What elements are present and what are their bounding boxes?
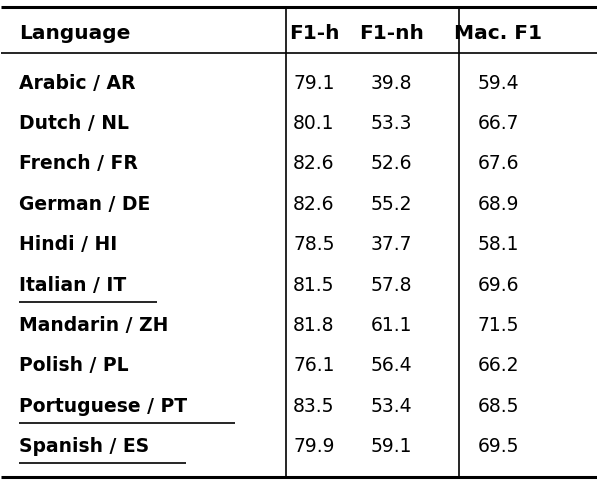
Text: Dutch / NL: Dutch / NL [19,114,129,133]
Text: 53.4: 53.4 [370,397,412,416]
Text: 80.1: 80.1 [293,114,335,133]
Text: 68.5: 68.5 [478,397,519,416]
Text: 59.1: 59.1 [371,437,412,456]
Text: 55.2: 55.2 [371,195,412,214]
Text: 78.5: 78.5 [293,235,335,254]
Text: F1-h: F1-h [289,24,339,43]
Text: Language: Language [19,24,130,43]
Text: 69.5: 69.5 [478,437,519,456]
Text: Portuguese / PT: Portuguese / PT [19,397,187,416]
Text: 82.6: 82.6 [293,195,335,214]
Text: Mandarin / ZH: Mandarin / ZH [19,316,169,335]
Text: 76.1: 76.1 [293,356,335,375]
Text: 61.1: 61.1 [371,316,412,335]
Text: Italian / IT: Italian / IT [19,275,127,295]
Text: 79.1: 79.1 [293,74,335,92]
Text: Arabic / AR: Arabic / AR [19,74,136,92]
Text: 58.1: 58.1 [478,235,519,254]
Text: F1-nh: F1-nh [359,24,424,43]
Text: 39.8: 39.8 [371,74,412,92]
Text: Polish / PL: Polish / PL [19,356,129,375]
Text: Spanish / ES: Spanish / ES [19,437,150,456]
Text: 68.9: 68.9 [478,195,519,214]
Text: 66.2: 66.2 [478,356,519,375]
Text: 82.6: 82.6 [293,154,335,173]
Text: Mac. F1: Mac. F1 [454,24,542,43]
Text: 53.3: 53.3 [371,114,412,133]
Text: 71.5: 71.5 [478,316,519,335]
Text: 37.7: 37.7 [371,235,412,254]
Text: Hindi / HI: Hindi / HI [19,235,117,254]
Text: 67.6: 67.6 [478,154,519,173]
Text: 66.7: 66.7 [478,114,519,133]
Text: 56.4: 56.4 [370,356,412,375]
Text: French / FR: French / FR [19,154,138,173]
Text: 81.8: 81.8 [293,316,335,335]
Text: 79.9: 79.9 [293,437,335,456]
Text: 59.4: 59.4 [478,74,519,92]
Text: 52.6: 52.6 [371,154,412,173]
Text: German / DE: German / DE [19,195,151,214]
Text: 81.5: 81.5 [293,275,335,295]
Text: 69.6: 69.6 [478,275,519,295]
Text: 57.8: 57.8 [371,275,412,295]
Text: 83.5: 83.5 [293,397,335,416]
